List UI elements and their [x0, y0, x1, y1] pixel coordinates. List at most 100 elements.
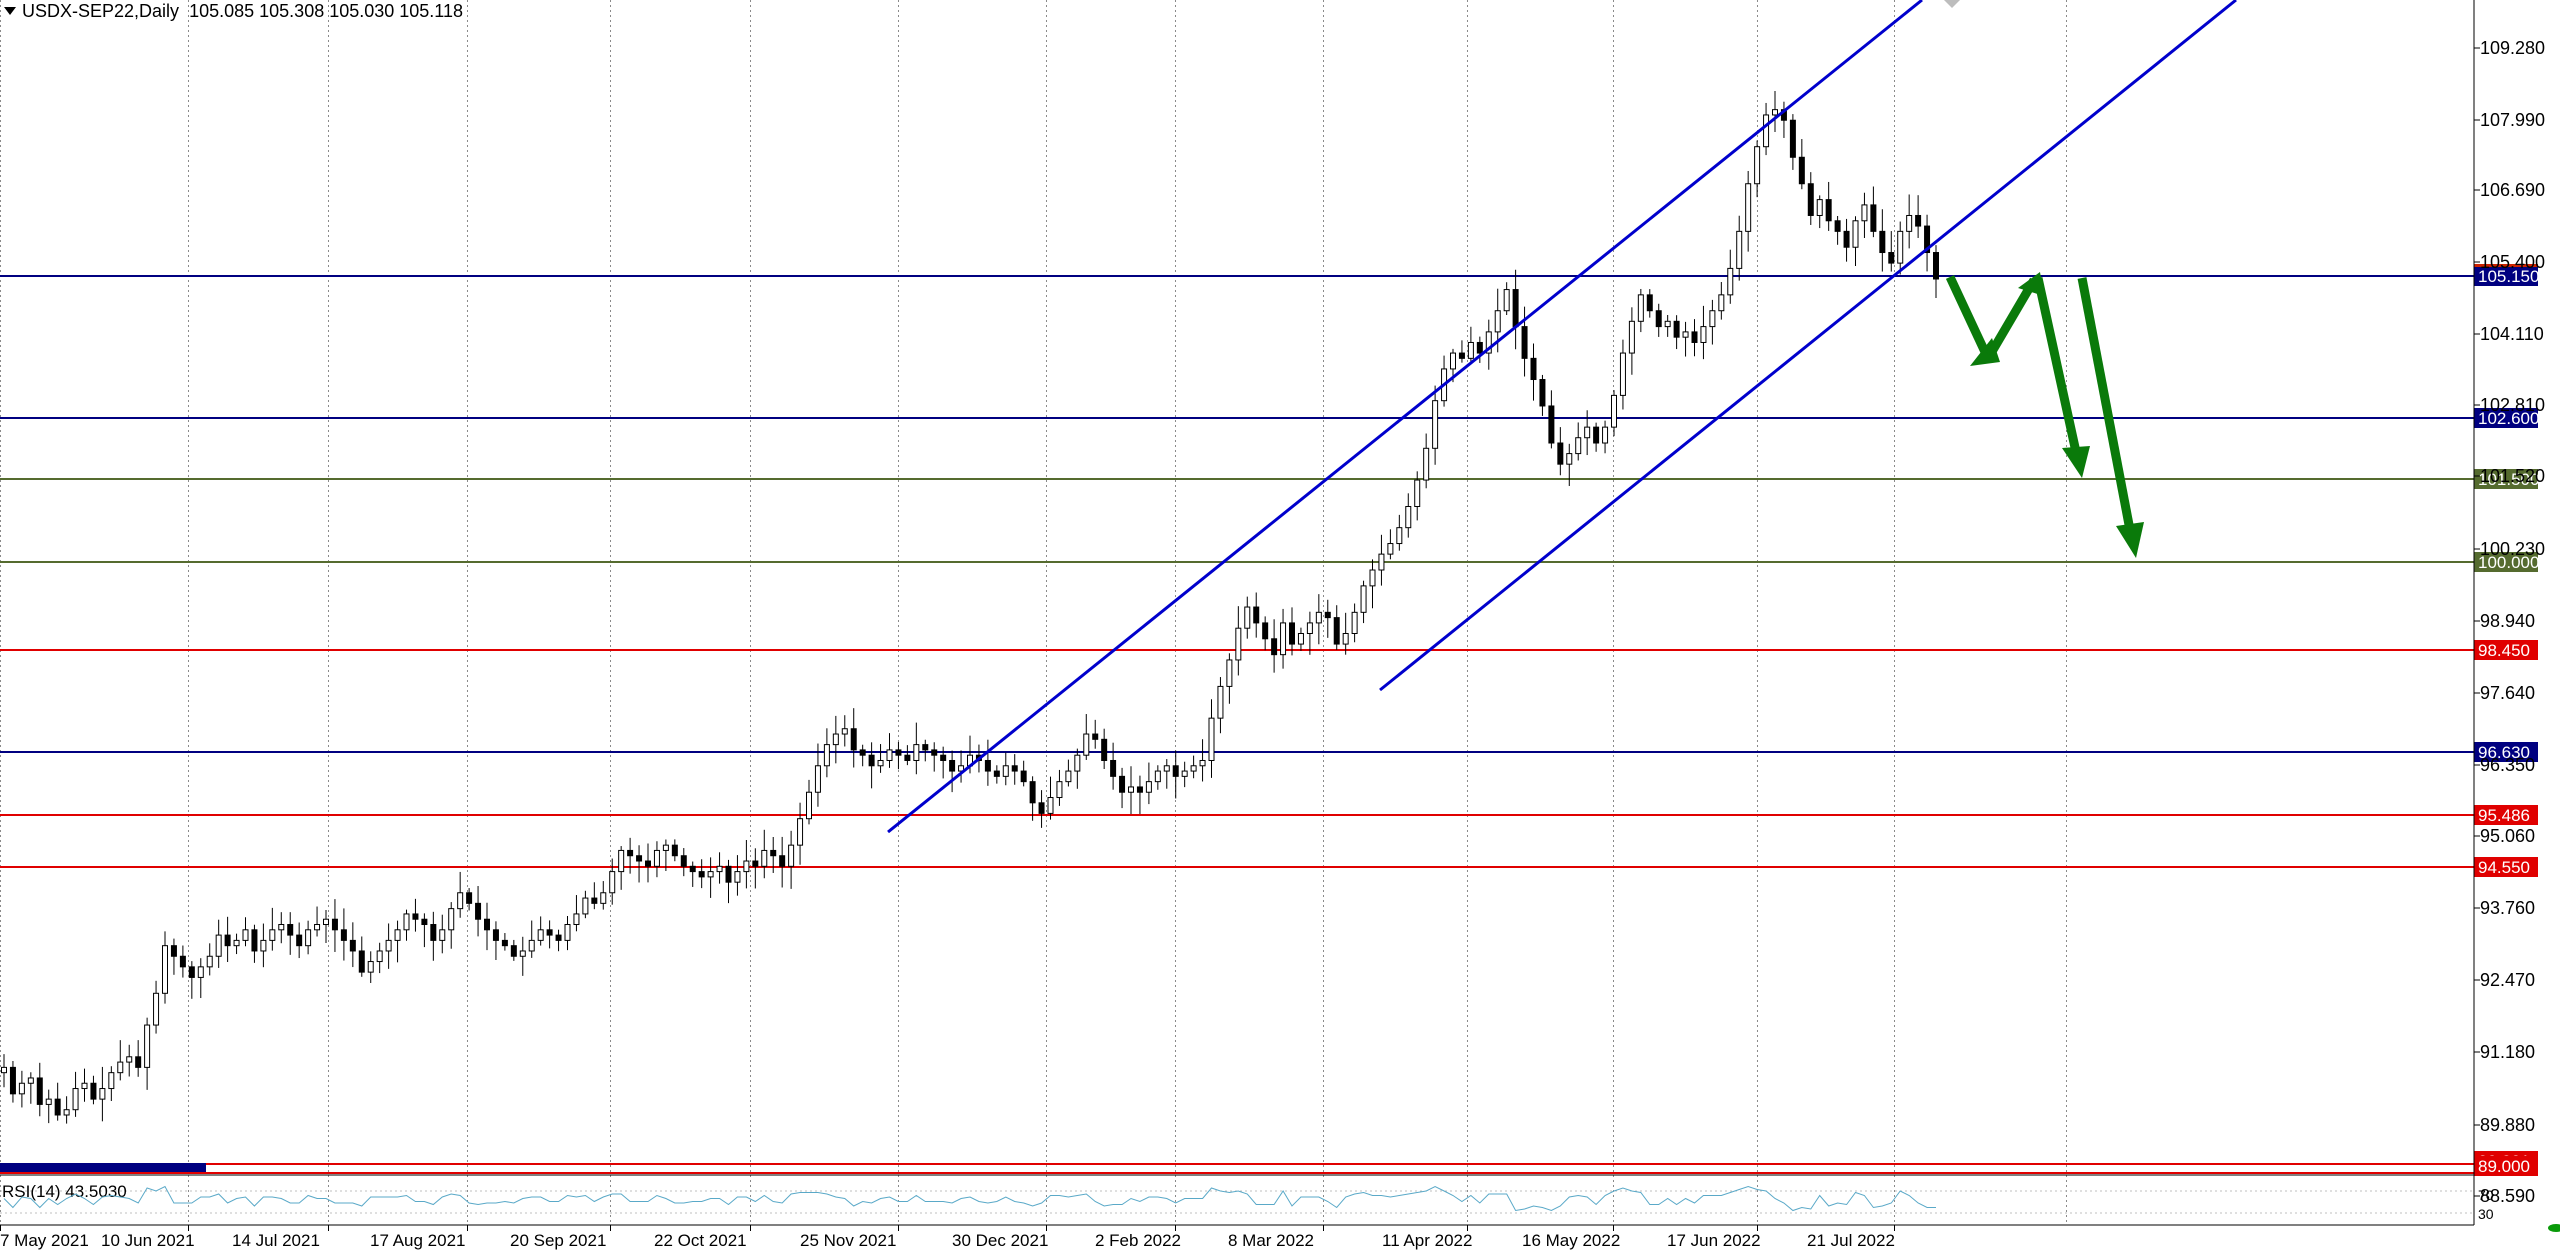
candle [36, 1062, 43, 1117]
candle [707, 857, 714, 898]
candle-body [1396, 527, 1403, 545]
x-tick-label: 14 Jul 2021 [232, 1231, 320, 1250]
candle [1065, 759, 1072, 787]
candle-body [1083, 733, 1090, 756]
candle-body [1306, 622, 1313, 634]
candle [1110, 742, 1117, 790]
candle-body [1512, 289, 1519, 328]
candle [1655, 303, 1662, 337]
candle-body [841, 728, 848, 735]
candle [1530, 343, 1537, 401]
candle [1342, 612, 1349, 655]
candle-body [913, 744, 920, 761]
candle-body [770, 849, 777, 857]
price-level-value: 98.450 [2478, 641, 2530, 660]
candle-body [555, 934, 562, 941]
price-level-box [2474, 805, 2538, 825]
candle [1297, 627, 1304, 651]
candle [1333, 605, 1340, 650]
candle-body [725, 865, 732, 883]
current-price-marker [2474, 264, 2538, 267]
candle-body [1655, 310, 1662, 328]
candle [1181, 761, 1188, 788]
y-tick-label: 88.590 [2480, 1186, 2535, 1206]
x-tick-label: 17 Jun 2022 [1667, 1231, 1761, 1250]
candle-body [367, 961, 374, 973]
candle-body [1879, 230, 1886, 254]
candle-body [135, 1056, 142, 1068]
candle-body [528, 939, 535, 952]
candle-body [761, 849, 768, 867]
candle-body [1575, 437, 1582, 455]
candle-body [1378, 553, 1385, 571]
candle-body [1056, 781, 1063, 799]
candle-body [1181, 770, 1188, 777]
x-tick-label: 11 Apr 2022 [1382, 1231, 1472, 1250]
candle [1879, 209, 1886, 272]
rsi-axis-label: 30 [2478, 1206, 2494, 1222]
y-tick-label: 100.230 [2480, 539, 2545, 559]
rsi-line [3, 1185, 1936, 1212]
candle-body [1262, 622, 1269, 640]
candle-body [1915, 214, 1922, 227]
candle [555, 929, 562, 952]
candle [1253, 592, 1260, 638]
candle [1834, 216, 1841, 245]
candle-body [573, 913, 580, 926]
candle [1915, 195, 1922, 238]
candle-body [1673, 320, 1680, 338]
candle [931, 742, 938, 772]
candle-body [823, 744, 830, 767]
candle [734, 855, 741, 896]
y-tick-label: 91.180 [2480, 1042, 2535, 1062]
candle [1539, 374, 1546, 416]
candle-body [1736, 230, 1743, 269]
candle-body [1691, 331, 1698, 343]
candle [1396, 514, 1403, 551]
candle [1780, 101, 1787, 138]
y-tick-label: 104.110 [2480, 324, 2544, 344]
channel-lower-line [1379, 0, 2237, 692]
candle [170, 938, 177, 975]
candle-body [546, 929, 553, 936]
candle [376, 942, 383, 974]
y-tick-label: 106.690 [2480, 180, 2545, 200]
candle [1763, 102, 1770, 156]
collapse-triangle-icon[interactable] [4, 7, 16, 16]
candle [984, 739, 991, 786]
candle-body [1289, 622, 1295, 645]
candle-body [788, 844, 795, 867]
candle [305, 920, 312, 955]
candle [1467, 326, 1474, 365]
candle [1485, 319, 1492, 370]
candle-body [1485, 331, 1492, 354]
candle [188, 961, 195, 999]
candle [1128, 766, 1134, 815]
forecast-arrow-down-3 [2077, 277, 2135, 531]
candle [1745, 170, 1752, 252]
candle [1548, 390, 1555, 449]
candle-body [1387, 543, 1394, 555]
candle-body [72, 1088, 79, 1111]
forecast-arrow-down-3-head [2116, 522, 2144, 558]
candle-body [958, 765, 965, 772]
candle-body [662, 844, 669, 851]
candle-body [1888, 252, 1895, 264]
candle [940, 746, 947, 779]
y-tick-label: 109.280 [2480, 38, 2545, 58]
price-level-box [2474, 552, 2538, 572]
candle [1691, 319, 1698, 357]
candle-body [1763, 114, 1770, 148]
candle-body [376, 950, 383, 963]
candle [618, 846, 625, 890]
candle-body [1, 1066, 7, 1074]
candle [475, 886, 482, 937]
candle-body [1584, 426, 1591, 439]
candle [1861, 192, 1868, 238]
candle-body [716, 865, 723, 873]
candle [1736, 215, 1743, 281]
candle [716, 852, 723, 884]
candle-body [1101, 738, 1108, 761]
